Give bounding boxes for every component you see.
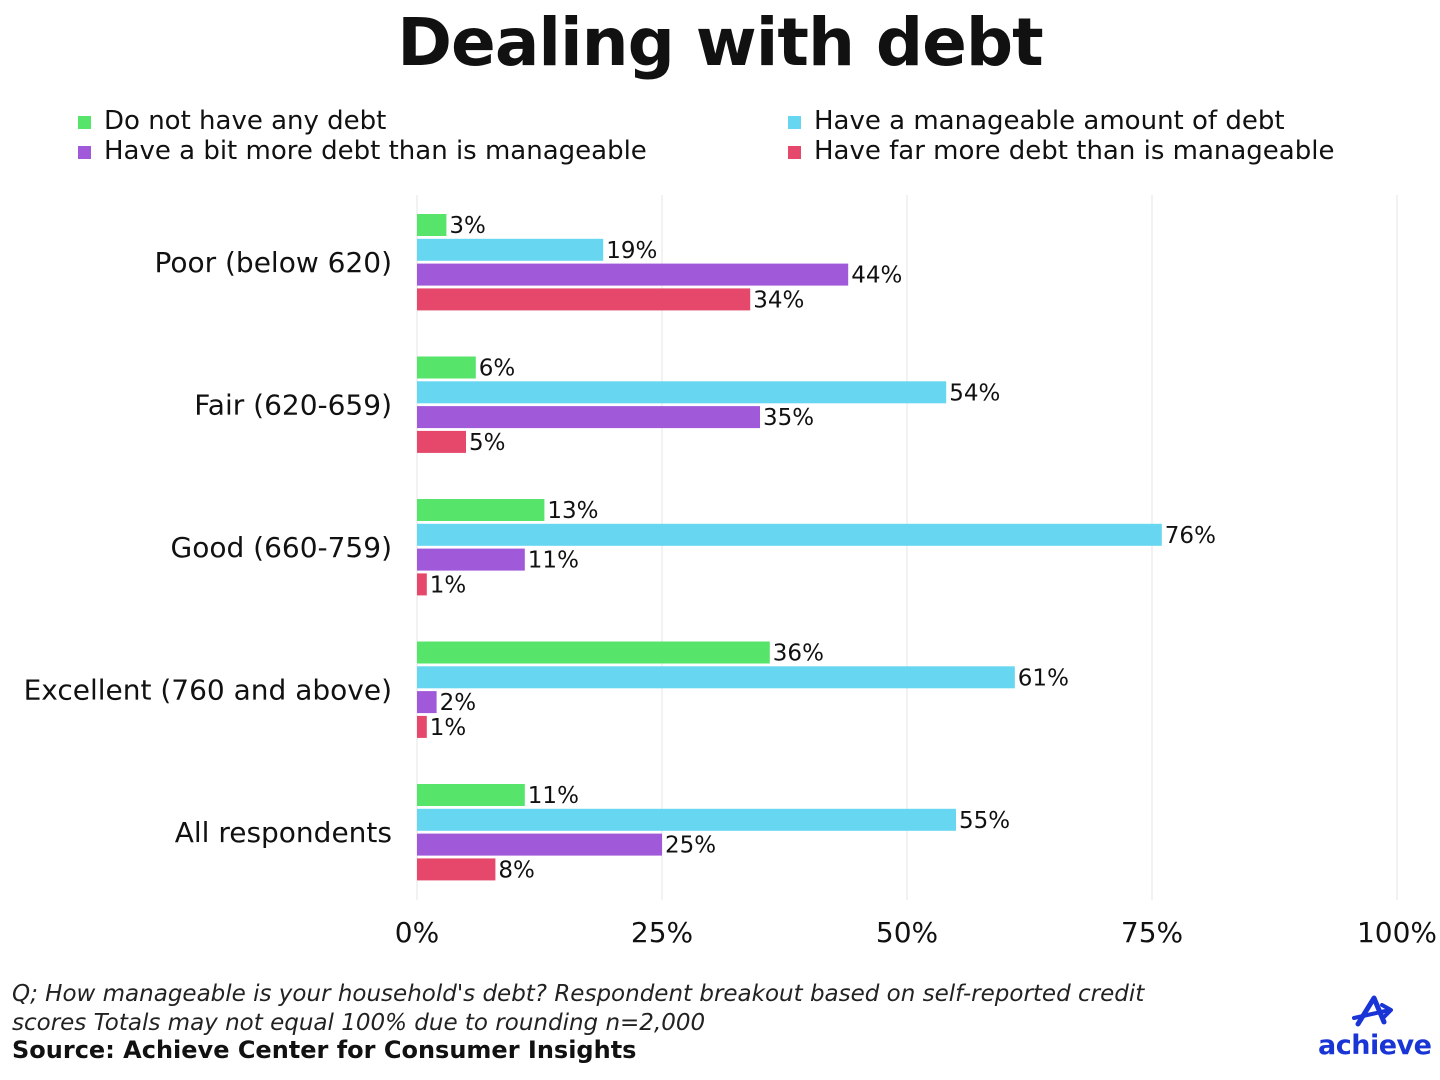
chart-title: Dealing with debt — [397, 4, 1043, 81]
bar — [417, 523, 1162, 546]
data-label: 2% — [440, 690, 477, 716]
category-label: All respondents — [175, 816, 392, 849]
data-label: 25% — [665, 833, 716, 859]
bar — [417, 381, 947, 404]
survey-question-note-line2: scores Totals may not equal 100% due to … — [12, 1010, 706, 1036]
bar — [417, 238, 604, 261]
bar — [417, 499, 545, 521]
achieve-arrow-icon — [1352, 995, 1393, 1027]
bar — [417, 263, 849, 286]
legend-label: Have a bit more debt than is manageable — [104, 136, 647, 166]
bar — [417, 858, 496, 881]
bar — [417, 406, 760, 429]
bar — [417, 715, 427, 738]
data-label: 8% — [498, 857, 535, 883]
bar-chart: 0% 25% 50% 75% 100% Poor (below 620) 3% 19% 44% 3… — [24, 195, 1437, 949]
legend-swatch — [788, 146, 801, 159]
x-tick-label: 100% — [1357, 916, 1437, 949]
bar — [417, 430, 466, 453]
data-label: 55% — [959, 808, 1010, 834]
legend-swatch — [78, 116, 91, 129]
data-label: 1% — [430, 572, 467, 598]
survey-question-note: Q; How manageable is your household's de… — [12, 981, 1145, 1007]
bar — [417, 641, 770, 664]
legend-swatch — [788, 116, 801, 129]
data-label: 11% — [528, 783, 579, 809]
category-label: Excellent (760 and above) — [24, 674, 392, 707]
data-label: 36% — [773, 641, 824, 667]
source-credit: Source: Achieve Center for Consumer Insi… — [12, 1036, 637, 1064]
bar — [417, 833, 662, 856]
data-label: 76% — [1165, 523, 1216, 549]
bar — [417, 356, 476, 379]
legend-label: Do not have any debt — [104, 106, 387, 136]
data-label: 1% — [430, 715, 467, 741]
category-label: Poor (below 620) — [154, 246, 392, 279]
x-tick-label: 0% — [395, 916, 439, 949]
data-label: 6% — [479, 356, 516, 382]
data-label: 44% — [851, 263, 902, 289]
bar — [417, 573, 427, 596]
achieve-logo: achieve — [1318, 992, 1432, 1064]
bar — [417, 784, 525, 806]
bar — [417, 666, 1015, 689]
data-label: 61% — [1018, 665, 1069, 691]
bar — [417, 808, 956, 831]
x-tick-label: 75% — [1121, 916, 1183, 949]
x-tick-label: 25% — [631, 916, 693, 949]
x-tick-label: 50% — [876, 916, 938, 949]
bar — [417, 288, 751, 311]
bar — [417, 214, 447, 236]
legend-swatch — [78, 146, 91, 159]
legend-label: Have far more debt than is manageable — [814, 136, 1335, 166]
data-label: 11% — [528, 548, 579, 574]
category-label: Good (660-759) — [171, 531, 392, 564]
logo-text: achieve — [1318, 1030, 1432, 1061]
bar — [417, 691, 437, 714]
data-label: 34% — [753, 287, 804, 313]
data-label: 13% — [547, 498, 598, 524]
data-label: 35% — [763, 405, 814, 431]
data-label: 19% — [606, 238, 657, 264]
data-label: 54% — [949, 380, 1000, 406]
category-label: Fair (620-659) — [194, 389, 392, 422]
data-label: 5% — [469, 430, 506, 456]
legend-label: Have a manageable amount of debt — [814, 106, 1285, 136]
data-label: 3% — [449, 213, 486, 239]
bar — [417, 548, 525, 571]
